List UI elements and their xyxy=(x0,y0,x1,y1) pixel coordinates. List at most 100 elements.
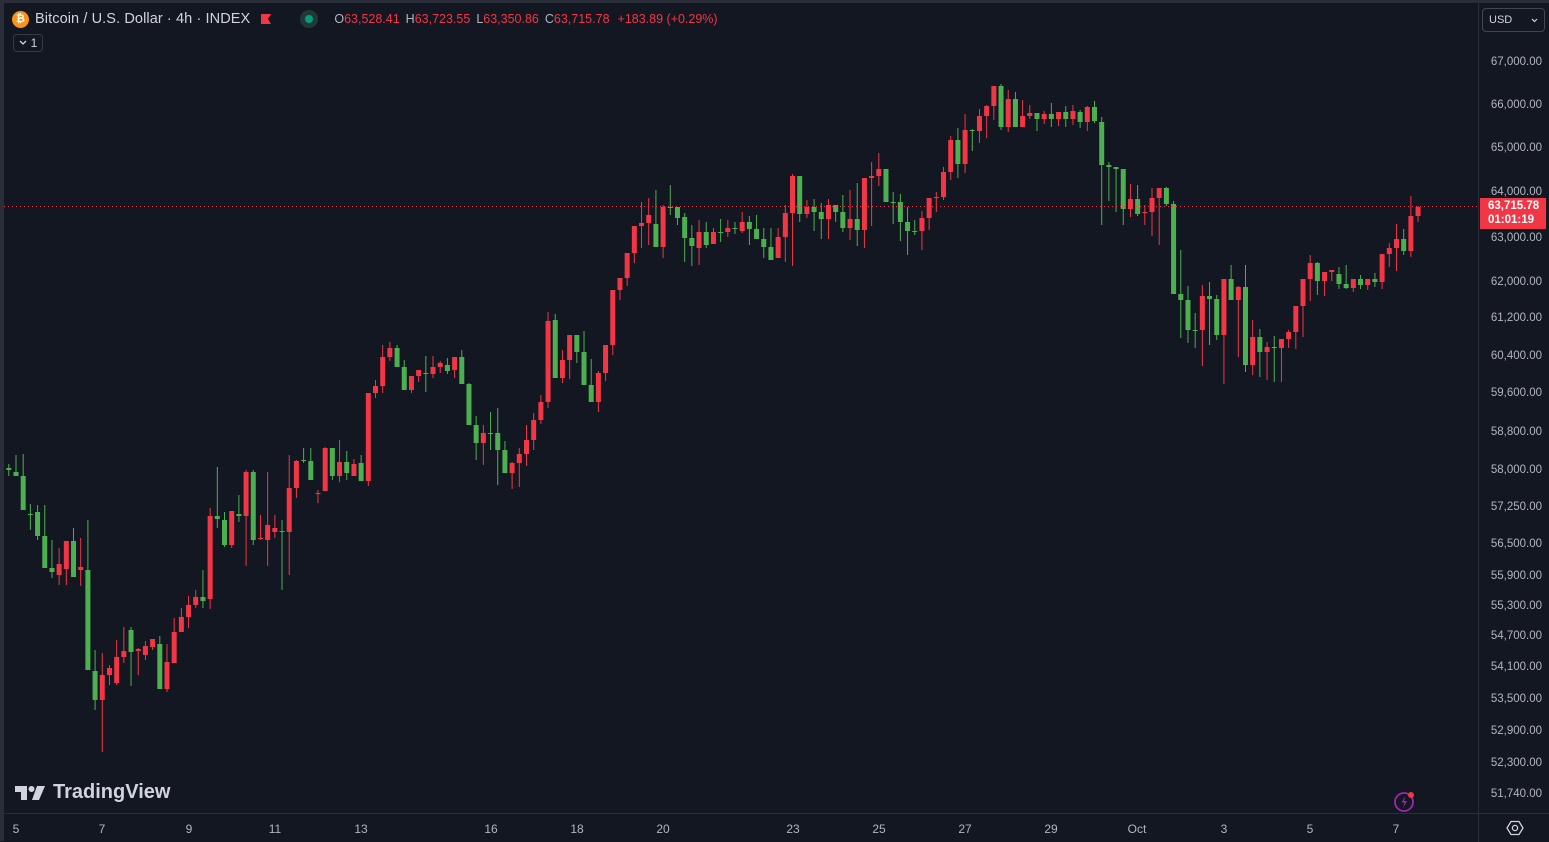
symbol-title[interactable]: Bitcoin / U.S. Dollar · 4h · INDEX xyxy=(35,11,251,27)
price-axis-label: 55,300.00 xyxy=(1490,600,1542,612)
candle xyxy=(1178,250,1184,338)
candle xyxy=(408,376,414,393)
candle xyxy=(1092,101,1097,123)
candle xyxy=(761,228,767,258)
candle xyxy=(660,205,666,258)
candle xyxy=(358,455,364,481)
candle xyxy=(1401,229,1407,255)
candle xyxy=(1048,103,1054,127)
candle xyxy=(523,425,529,466)
candle xyxy=(193,590,199,608)
candle xyxy=(20,454,26,510)
candle xyxy=(639,202,645,248)
time-axis-label: 29 xyxy=(1044,822,1058,836)
candle xyxy=(121,627,127,663)
candle xyxy=(739,212,745,233)
price-axis[interactable]: 67,000.00 66,000.00 65,000.00 64,000.00 63,0… xyxy=(1478,3,1549,813)
candle xyxy=(394,345,400,367)
price-axis-label: 56,500.00 xyxy=(1490,538,1542,550)
candle xyxy=(775,228,781,258)
currency-select[interactable]: USD xyxy=(1482,8,1545,32)
candle xyxy=(818,203,824,239)
candle xyxy=(1063,106,1069,127)
candle xyxy=(63,541,69,585)
candle xyxy=(1077,110,1083,128)
candle xyxy=(1314,262,1320,295)
chart-settings-button[interactable] xyxy=(1478,813,1549,842)
candle xyxy=(1156,188,1162,245)
time-axis-label: 9 xyxy=(185,822,193,836)
chart-plot-area[interactable] xyxy=(4,3,1478,813)
candle xyxy=(825,199,831,239)
candle xyxy=(200,570,206,608)
notifications-flash-icon[interactable] xyxy=(1393,790,1415,812)
candlestick-chart[interactable] xyxy=(4,3,1478,813)
tradingview-logo[interactable]: TradingView xyxy=(15,781,170,804)
price-axis-label: 65,000.00 xyxy=(1490,142,1542,154)
time-axis[interactable]: 5 7 9 11 13 16 18 20 23 25 27 29 Oct 3 5 7 xyxy=(4,813,1478,842)
candle xyxy=(1192,313,1198,348)
close-value: 63,715.78 xyxy=(553,12,610,26)
candle xyxy=(1056,112,1062,126)
price-axis-label: 66,000.00 xyxy=(1490,99,1542,111)
chevron-down-icon xyxy=(1531,18,1538,22)
time-axis-label: 27 xyxy=(958,822,972,836)
candle xyxy=(106,665,112,685)
candle xyxy=(1257,329,1263,377)
candle xyxy=(725,220,731,237)
candle xyxy=(1415,206,1421,222)
candle xyxy=(811,199,817,231)
market-open-dot-icon[interactable] xyxy=(300,10,319,28)
price-axis-label: 67,000.00 xyxy=(1490,56,1542,68)
candle xyxy=(49,540,55,578)
candle xyxy=(380,345,386,393)
candle xyxy=(243,470,249,566)
candle xyxy=(1214,295,1220,340)
candle xyxy=(941,167,947,200)
candle xyxy=(1336,267,1342,289)
candle xyxy=(279,520,285,590)
candle xyxy=(797,176,803,222)
candle xyxy=(1393,224,1399,271)
candle xyxy=(991,86,997,120)
candle xyxy=(301,448,307,463)
price-axis-label: 54,100.00 xyxy=(1490,661,1542,673)
indicators-collapse-button[interactable]: 1 xyxy=(13,34,43,52)
time-axis-label: 20 xyxy=(656,822,670,836)
candle xyxy=(840,195,846,232)
candle xyxy=(56,548,62,585)
candle xyxy=(890,192,896,224)
candle xyxy=(1408,196,1414,257)
candle xyxy=(509,462,515,489)
candle xyxy=(1271,336,1277,382)
bitcoin-icon: ₿ xyxy=(12,10,29,28)
price-axis-label: 53,500.00 xyxy=(1490,693,1542,705)
price-axis-label: 61,200.00 xyxy=(1490,312,1542,324)
candle xyxy=(344,451,350,480)
candle xyxy=(437,361,443,373)
candle xyxy=(790,174,796,266)
candle xyxy=(373,380,378,398)
candle xyxy=(1005,90,1011,132)
candle xyxy=(78,538,84,586)
symbol-legend: ₿ Bitcoin / U.S. Dollar · 4h · INDEX O63… xyxy=(12,9,718,29)
change-value: +183.89 (+0.29%) xyxy=(617,12,718,26)
candle xyxy=(667,185,673,215)
price-axis-label: 52,900.00 xyxy=(1490,725,1542,737)
candle xyxy=(1171,201,1177,294)
candle xyxy=(732,222,738,234)
candle xyxy=(696,220,702,265)
candle xyxy=(624,253,630,286)
candle xyxy=(401,360,407,390)
candle xyxy=(171,618,177,663)
candle xyxy=(480,425,486,465)
candle xyxy=(150,639,156,650)
price-axis-label: 51,740.00 xyxy=(1490,788,1542,800)
candle xyxy=(272,515,278,538)
candle xyxy=(962,114,968,173)
price-axis-label: 64,000.00 xyxy=(1490,186,1542,198)
flag-icon[interactable] xyxy=(260,13,272,25)
candle xyxy=(919,211,925,250)
candle xyxy=(969,129,975,151)
candle xyxy=(926,198,932,230)
